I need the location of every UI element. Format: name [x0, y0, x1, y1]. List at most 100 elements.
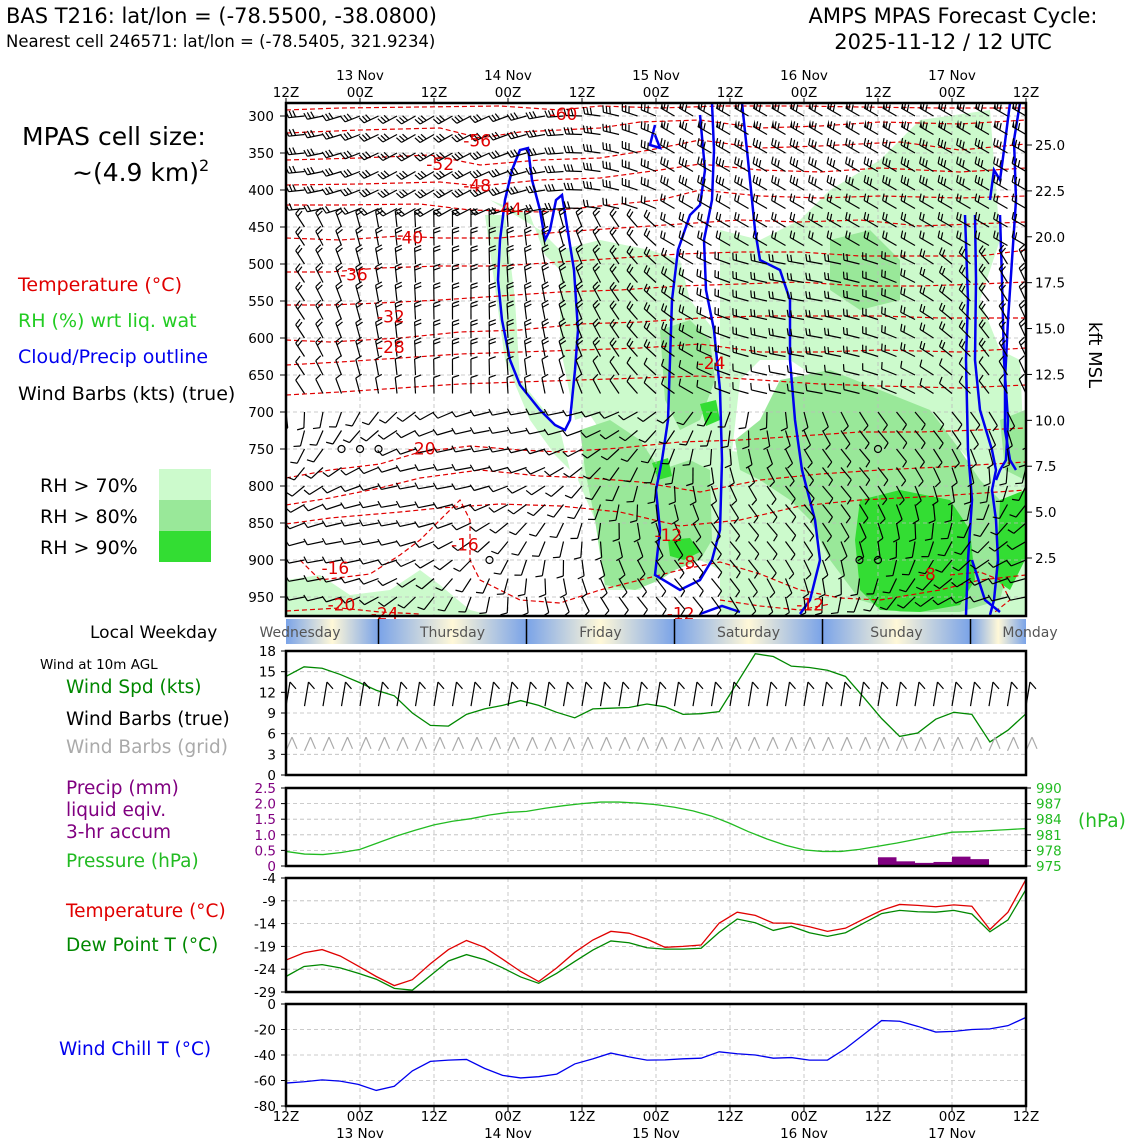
wind-barb — [558, 336, 567, 357]
barb-staff — [950, 504, 953, 521]
barb-flag — [375, 244, 383, 249]
barb-staff — [488, 681, 495, 707]
wind-barb — [286, 318, 287, 320]
wind-barb — [414, 318, 422, 339]
wind-barb — [544, 146, 564, 155]
barb-staff — [729, 504, 739, 519]
wind-barb — [766, 578, 776, 599]
barb-staff — [592, 360, 602, 376]
barb-flag — [919, 377, 923, 386]
barb-flag — [469, 505, 476, 512]
barb-flag — [684, 123, 688, 131]
barb-flag — [541, 299, 549, 305]
barb-flag — [938, 376, 943, 384]
barb-staff — [937, 218, 953, 228]
wind-barb — [549, 522, 565, 539]
isotherm-label: -8 — [919, 565, 936, 585]
barb-flag — [538, 593, 546, 598]
barb-staff — [286, 281, 287, 283]
wind-barb — [937, 175, 953, 191]
wind-barb — [432, 189, 453, 199]
barb-flag — [470, 245, 478, 249]
wind-barb — [563, 127, 583, 136]
barb-staff — [643, 308, 657, 320]
barb-staff — [769, 297, 786, 302]
barb-staff — [877, 467, 889, 481]
barb-staff — [931, 522, 935, 539]
barb-flag — [355, 373, 362, 379]
wind-barb — [987, 559, 1008, 568]
cloud-outline-line — [1003, 103, 1022, 471]
barb-staff — [541, 303, 546, 320]
wind-barb — [525, 466, 546, 475]
barb-flag — [996, 176, 999, 184]
barb-staff — [437, 522, 453, 529]
barb-flag — [577, 339, 584, 346]
legend-rh80-label: RH > 80% — [40, 506, 138, 528]
barb-flag — [278, 341, 282, 347]
barb-flag — [978, 263, 984, 271]
barb-staff — [315, 341, 324, 357]
barb-staff — [826, 125, 842, 136]
barb-staff — [766, 736, 774, 752]
barb-flag — [288, 147, 293, 155]
barb-flag — [755, 176, 759, 184]
barb-staff — [419, 152, 435, 162]
barb-flag — [377, 118, 384, 124]
barb-staff — [421, 578, 435, 590]
barb-flag — [567, 681, 574, 690]
barb-staff — [363, 189, 379, 198]
barb-staff — [566, 411, 583, 417]
barb-flag — [750, 308, 752, 316]
barb-staff — [541, 340, 546, 357]
barb-flag — [275, 109, 277, 116]
barb-staff — [520, 559, 528, 576]
wind-barb — [784, 559, 795, 580]
barb-flag — [491, 206, 497, 214]
barb-flag — [582, 162, 586, 170]
barb-flag — [628, 229, 634, 237]
barb-flag — [882, 156, 885, 164]
time-tick-label: 00Z — [939, 85, 965, 101]
barb-flag — [451, 117, 458, 124]
barb-staff — [575, 211, 583, 228]
barb-flag — [900, 360, 903, 368]
wind-barb — [575, 207, 584, 228]
barb-flag — [340, 190, 346, 197]
barb-flag — [823, 253, 826, 261]
barb-flag — [325, 169, 331, 176]
barb-staff — [993, 144, 1008, 154]
barb-flag — [551, 146, 556, 154]
barb-flag — [358, 191, 365, 198]
barb-flag — [558, 318, 566, 324]
wind-barb — [469, 151, 490, 161]
barb-staff — [711, 559, 723, 573]
barb-flag — [415, 584, 423, 590]
barb-staff — [789, 162, 805, 173]
barb-staff — [473, 448, 490, 453]
barb-flag — [346, 132, 353, 139]
barb-flag — [558, 373, 566, 379]
barb-flag — [959, 158, 962, 166]
barb-flag — [488, 245, 496, 249]
barb-flag — [432, 482, 438, 490]
wind-barb — [978, 300, 990, 320]
wind-barb — [803, 504, 815, 524]
barb-flag — [978, 300, 984, 308]
barb-flag — [396, 582, 403, 588]
barb-flag — [414, 207, 422, 212]
barb-flag — [470, 526, 477, 532]
rh-region — [286, 570, 490, 615]
barb-flag — [941, 286, 946, 294]
barb-flag — [682, 464, 690, 466]
barb-staff — [506, 210, 509, 228]
barb-staff — [510, 152, 527, 158]
barb-flag — [805, 291, 808, 299]
barb-staff — [599, 559, 606, 576]
barb-staff — [571, 485, 583, 499]
barb-flag — [998, 318, 1005, 325]
barb-flag — [774, 139, 777, 147]
barb-flag — [456, 681, 463, 690]
barb-staff — [643, 271, 657, 283]
wind-barb — [805, 328, 823, 339]
